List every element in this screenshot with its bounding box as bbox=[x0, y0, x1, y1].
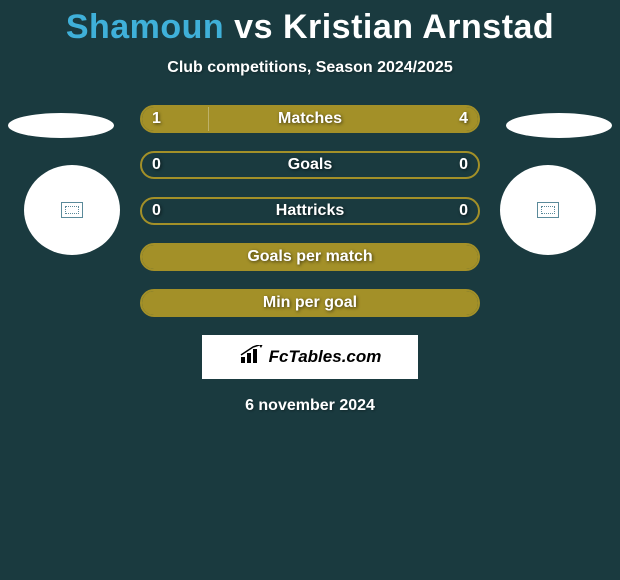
bar-label: Goals bbox=[288, 156, 332, 174]
bar-track: Min per goal bbox=[140, 289, 480, 317]
page-title: Shamoun vs Kristian Arnstad bbox=[0, 0, 620, 47]
bar-right-value: 0 bbox=[459, 156, 468, 174]
stat-bar: 0 0 Goals bbox=[140, 151, 480, 179]
player1-name: Shamoun bbox=[66, 8, 224, 46]
bars-container: 1 4 Matches 0 0 Goals 0 0 Hattricks Goals per mat… bbox=[140, 105, 480, 317]
stat-bar: 1 4 Matches bbox=[140, 105, 480, 133]
stat-bar: 0 0 Hattricks bbox=[140, 197, 480, 225]
logo-text: FcTables.com bbox=[269, 347, 382, 367]
bar-right-value: 0 bbox=[459, 202, 468, 220]
bar-track: 0 0 Hattricks bbox=[140, 197, 480, 225]
stat-bar: Min per goal bbox=[140, 289, 480, 317]
bar-label: Hattricks bbox=[276, 202, 344, 220]
player-circle-right bbox=[500, 165, 596, 255]
bar-label: Goals per match bbox=[247, 248, 372, 266]
bar-left-value: 0 bbox=[152, 156, 161, 174]
content-area: 1 4 Matches 0 0 Goals 0 0 Hattricks Goals per mat… bbox=[0, 105, 620, 415]
date-text: 6 november 2024 bbox=[0, 397, 620, 415]
bar-label: Matches bbox=[278, 110, 342, 128]
logo-box: FcTables.com bbox=[202, 335, 418, 379]
player-ellipse-right bbox=[506, 113, 612, 138]
placeholder-icon bbox=[61, 202, 83, 218]
player2-name: Kristian Arnstad bbox=[283, 8, 554, 46]
stat-bar: Goals per match bbox=[140, 243, 480, 271]
player-ellipse-left bbox=[8, 113, 114, 138]
bar-track: 1 4 Matches bbox=[140, 105, 480, 133]
subtitle: Club competitions, Season 2024/2025 bbox=[0, 59, 620, 77]
bar-track: 0 0 Goals bbox=[140, 151, 480, 179]
bar-left-value: 1 bbox=[152, 110, 161, 128]
bar-label: Min per goal bbox=[263, 294, 357, 312]
player-circle-left bbox=[24, 165, 120, 255]
bar-fill-right bbox=[209, 107, 478, 131]
bar-track: Goals per match bbox=[140, 243, 480, 271]
vs-text: vs bbox=[234, 8, 273, 46]
placeholder-icon bbox=[537, 202, 559, 218]
bar-left-value: 0 bbox=[152, 202, 161, 220]
chart-icon bbox=[239, 345, 265, 370]
bar-right-value: 4 bbox=[459, 110, 468, 128]
